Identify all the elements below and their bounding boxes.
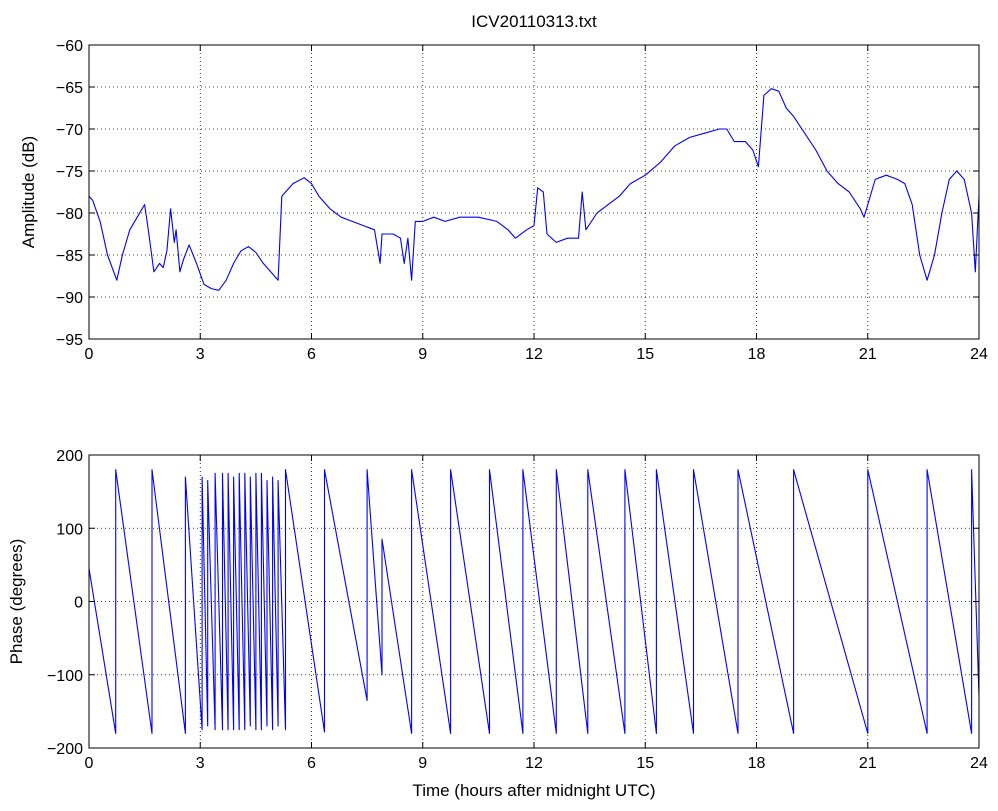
phase-panel: 0 3 6 9 12 15 18 21 24 200 100 0 −100 −200 Time (hours… <box>7 448 988 800</box>
x-tick-label: 18 <box>748 346 766 363</box>
y-tick-label: −200 <box>47 741 83 758</box>
x-tick-label: 6 <box>307 755 316 772</box>
y-tick-label: −70 <box>56 122 83 139</box>
chart-title: ICV20110313.txt <box>471 12 597 31</box>
x-tick-label: 21 <box>859 755 877 772</box>
amplitude-panel: 0 3 6 9 12 15 18 21 24 −60 −65 −70 −75 −80 −85 −90 −95 IC… <box>19 12 988 363</box>
x-tick-label: 9 <box>418 755 427 772</box>
series-line <box>88 469 980 734</box>
x-tick-label: 15 <box>636 346 654 363</box>
y-tick-label: 100 <box>56 521 83 538</box>
y-tick-label: 200 <box>56 448 83 465</box>
y-tick-label: −80 <box>56 206 83 223</box>
x-axis-label: Time (hours after midnight UTC) <box>412 781 655 800</box>
x-tick-label: 0 <box>85 346 94 363</box>
y-tick-label: 0 <box>74 595 83 612</box>
x-tick-label: 21 <box>859 346 877 363</box>
y-tick-label: −90 <box>56 290 83 307</box>
y-tick-label: −95 <box>56 332 83 349</box>
y-axis-label: Phase (degrees) <box>7 539 26 665</box>
y-tick-label: −100 <box>47 668 83 685</box>
x-tick-label: 15 <box>636 755 654 772</box>
x-tick-label: 18 <box>748 755 766 772</box>
series-line <box>88 88 980 291</box>
y-tick-label: −60 <box>56 38 83 55</box>
y-tick-label: −75 <box>56 164 83 181</box>
x-tick-label: 12 <box>525 346 543 363</box>
x-tick-label: 3 <box>196 346 205 363</box>
y-axis-label: Amplitude (dB) <box>19 136 38 248</box>
x-tick-label: 24 <box>970 346 988 363</box>
y-tick-label: −65 <box>56 80 83 97</box>
x-tick-label: 12 <box>525 755 543 772</box>
x-tick-label: 24 <box>970 755 988 772</box>
x-tick-label: 9 <box>418 346 427 363</box>
y-tick-label: −85 <box>56 248 83 265</box>
x-tick-label: 3 <box>196 755 205 772</box>
x-tick-label: 6 <box>307 346 316 363</box>
x-tick-label: 0 <box>85 755 94 772</box>
